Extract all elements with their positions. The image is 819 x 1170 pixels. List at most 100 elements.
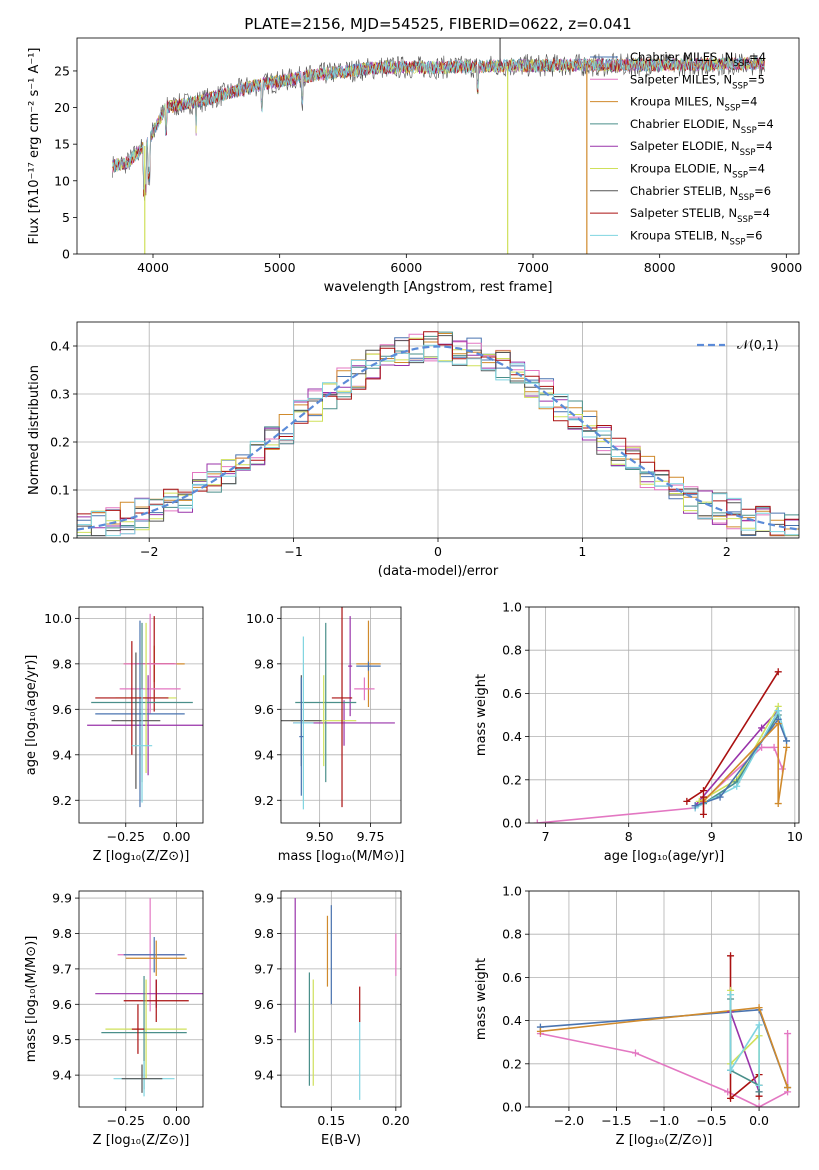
weight-marker xyxy=(774,707,782,715)
panel-spectrum: 4000 5000 6000 7000 8000 9000 0 5 10 15 20 25 wavele… xyxy=(27,37,802,295)
axes-frame xyxy=(280,890,402,1108)
x-tick-label: 1 xyxy=(578,544,586,559)
error-bar xyxy=(356,661,381,671)
figure-title: PLATE=2156, MJD=54525, FIBERID=0622, z=0… xyxy=(244,15,631,33)
y-tick-label: 1.0 xyxy=(502,600,522,615)
plot-area xyxy=(536,952,792,1107)
y-axis-label: mass weight xyxy=(474,674,489,756)
weight-marker xyxy=(699,787,707,795)
panel-mass-vs-EBV: 0.15 0.20 9.4 9.5 9.6 9.7 9.8 9.9 E(B-V) xyxy=(254,891,410,1148)
error-bar xyxy=(95,620,185,808)
error-bar xyxy=(125,940,187,976)
normal-curve xyxy=(77,345,799,531)
panel-age-vs-mass: 9.50 9.75 9.2 9.4 9.6 9.8 10.0 mass [log₁₀(M/M⊙… xyxy=(246,606,405,864)
weight-marker xyxy=(727,1066,735,1074)
plot-area xyxy=(87,613,203,808)
y-tick-label: 0.8 xyxy=(502,927,522,942)
weight-line xyxy=(694,710,779,807)
grid xyxy=(281,607,401,823)
y-tick-label: 9.6 xyxy=(254,997,274,1012)
x-axis-label: age [log₁₀(age/yr)] xyxy=(604,849,725,864)
y-tick-label: 9.6 xyxy=(52,997,72,1012)
y-tick-label: 9.6 xyxy=(254,702,274,717)
weight-marker xyxy=(533,819,541,823)
x-tick-label: 9 xyxy=(708,829,716,844)
x-axis-label: Z [log₁₀(Z/Z⊙)] xyxy=(93,1133,190,1148)
error-bar xyxy=(293,636,314,810)
error-bar xyxy=(354,677,375,701)
x-tick-label: 0.00 xyxy=(163,1113,191,1128)
x-tick-label: 6000 xyxy=(390,260,422,275)
y-tick-label: 0.2 xyxy=(502,772,522,787)
legend-entry: Salpeter ELODIE, NSSP=4 xyxy=(630,139,773,158)
weight-marker xyxy=(691,802,699,810)
x-axis-label: wavelength [Angstrom, rest frame] xyxy=(324,280,553,295)
panel-residual-histogram: −2 −1 0 1 2 0.0 0.1 0.2 0.3 0.4 (data-model)/error… xyxy=(27,321,800,579)
error-bar xyxy=(105,979,187,1079)
weight-line xyxy=(537,746,784,823)
spectrum-line xyxy=(112,52,765,201)
x-tick-label: −0.25 xyxy=(107,829,145,844)
legend-entry: Chabrier STELIB, NSSP=6 xyxy=(630,184,771,203)
weight-marker xyxy=(774,720,782,728)
weight-marker xyxy=(774,800,782,808)
legend-entry: Salpeter STELIB, NSSP=4 xyxy=(630,206,770,225)
panel-mass-weight-vs-Z: −2.0 −1.5 −1.0 −0.5 0.0 0.0 0.2 0.4 0.6 0.8 1.0 Z [… xyxy=(474,884,800,1148)
error-bar xyxy=(123,937,185,973)
x-tick-label: −2 xyxy=(140,544,158,559)
axes-frame xyxy=(280,606,402,824)
x-axis-label: mass [log₁₀(M/M⊙)] xyxy=(278,849,405,864)
x-tick-label: 9.75 xyxy=(357,829,385,844)
y-tick-label: 0.0 xyxy=(502,1100,522,1115)
plot-area xyxy=(77,331,799,538)
y-tick-label: 20 xyxy=(54,100,70,115)
y-axis-label: mass [log₁₀(M/M⊙)] xyxy=(24,936,39,1063)
x-tick-label: 4000 xyxy=(137,260,169,275)
panel-mass-weight-vs-age: 7 8 9 10 0.0 0.2 0.4 0.6 0.8 1.0 age [log₁₀(age/yr… xyxy=(474,600,803,865)
x-tick-label: 10 xyxy=(787,829,803,844)
y-tick-label: 9.8 xyxy=(52,656,72,671)
y-tick-label: 0 xyxy=(62,247,70,262)
weight-marker xyxy=(755,1103,763,1107)
y-tick-label: 0.2 xyxy=(50,435,70,450)
grid xyxy=(79,607,203,823)
y-tick-label: 0.1 xyxy=(50,483,70,498)
y-tick-label: 25 xyxy=(54,63,70,78)
weight-marker xyxy=(727,1094,735,1102)
y-tick-label: 9.5 xyxy=(52,1032,72,1047)
weight-marker xyxy=(699,793,707,801)
y-tick-label: 9.8 xyxy=(254,926,274,941)
legend: 𝒩(0,1) xyxy=(697,337,779,352)
weight-marker xyxy=(716,793,724,801)
spectrum-line xyxy=(112,56,765,190)
axes-frame xyxy=(528,890,800,1108)
legend-entry: Kroupa MILES, NSSP=4 xyxy=(630,95,757,114)
x-tick-label: 0.20 xyxy=(382,1113,410,1128)
weight-marker xyxy=(770,743,778,751)
error-bar xyxy=(331,607,353,808)
weight-marker xyxy=(774,668,782,676)
y-tick-label: 9.7 xyxy=(254,961,274,976)
weight-marker xyxy=(783,737,791,745)
axes-frame xyxy=(76,37,800,255)
legend-entry: Salpeter MILES, NSSP=5 xyxy=(630,72,765,91)
plot-area xyxy=(281,607,395,810)
weight-marker xyxy=(758,724,766,732)
weight-marker xyxy=(683,797,691,805)
x-tick-label: 7000 xyxy=(517,260,549,275)
y-axis-label: mass weight xyxy=(474,958,489,1040)
x-tick-label: 0.0 xyxy=(749,1113,769,1128)
y-tick-label: 0.2 xyxy=(502,1056,522,1071)
weight-marker xyxy=(733,782,741,790)
x-tick-label: −0.25 xyxy=(107,1113,145,1128)
legend-entry: Chabrier ELODIE, NSSP=4 xyxy=(630,117,774,136)
x-tick-label: 8 xyxy=(625,829,633,844)
axes-frame xyxy=(528,606,800,824)
x-tick-label: −0.5 xyxy=(696,1113,726,1128)
weight-line xyxy=(694,717,788,807)
x-tick-label: 0 xyxy=(434,544,442,559)
y-tick-label: 9.2 xyxy=(254,793,274,808)
x-tick-label: 0.15 xyxy=(317,1113,345,1128)
